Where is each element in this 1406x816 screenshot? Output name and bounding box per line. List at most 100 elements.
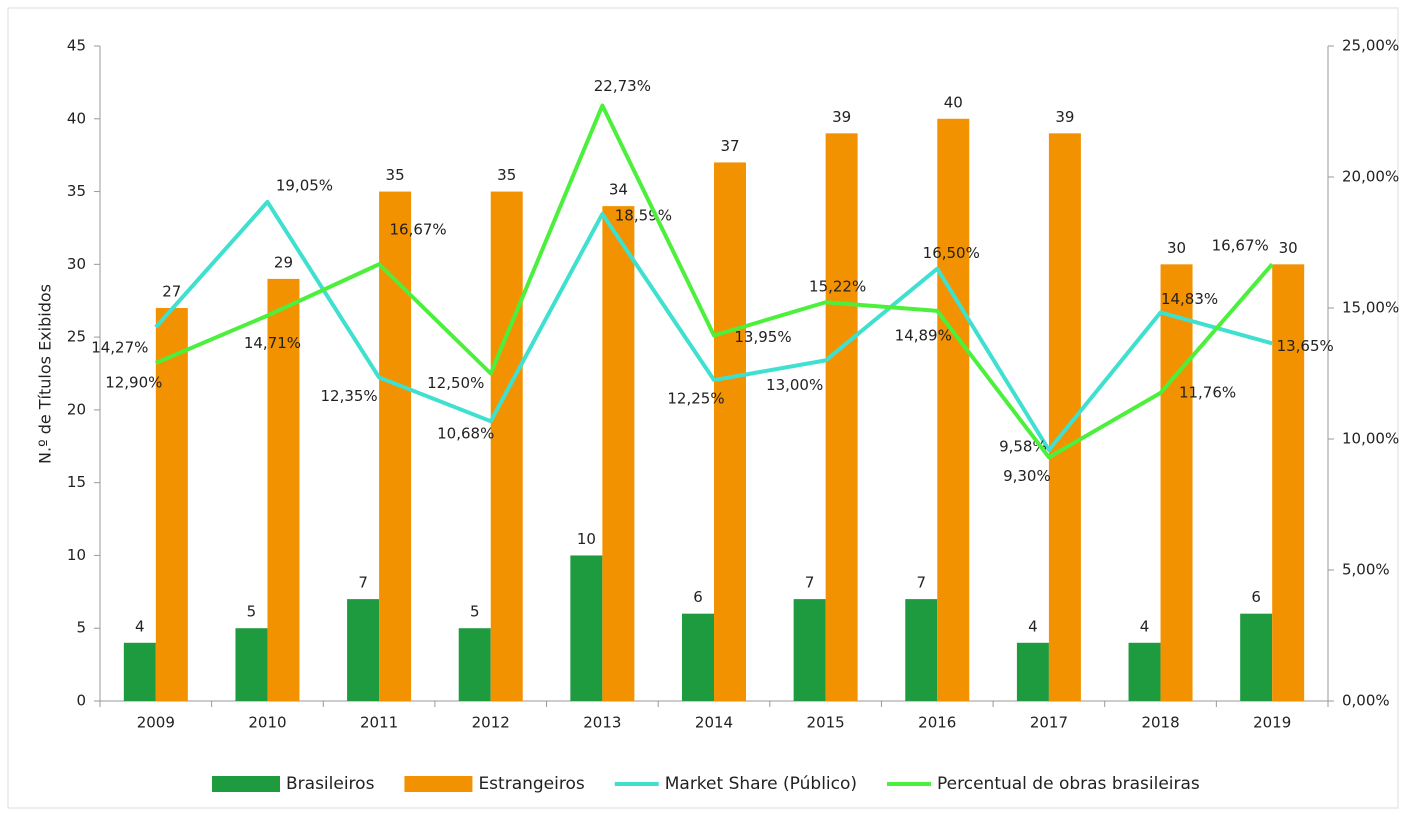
line-value-label: 15,22% <box>809 278 866 296</box>
bar-value-label: 6 <box>1251 588 1261 606</box>
line-value-label: 10,68% <box>437 425 494 443</box>
y-tick-label: 45 <box>67 37 86 55</box>
bar <box>602 206 635 701</box>
legend-swatch <box>404 776 473 792</box>
y-tick-label: 0 <box>76 692 86 710</box>
y-tick-label: 20 <box>67 400 86 418</box>
line-value-label: 14,27% <box>91 339 148 357</box>
line-value-label: 13,65% <box>1277 337 1334 355</box>
y2-tick-label: 15,00% <box>1342 299 1399 317</box>
line-value-label: 14,89% <box>895 326 952 344</box>
y-tick-label: 25 <box>67 328 86 346</box>
legend-label: Market Share (Público) <box>665 774 857 794</box>
x-tick-label: 2009 <box>137 714 175 732</box>
bar <box>379 191 412 702</box>
x-tick-label: 2014 <box>695 714 733 732</box>
bar-value-label: 34 <box>609 181 628 199</box>
bar-value-label: 40 <box>944 93 963 111</box>
line-value-label: 14,71% <box>244 334 301 352</box>
bar-value-label: 30 <box>1279 239 1298 257</box>
x-tick-label: 2012 <box>472 714 510 732</box>
line-value-label: 18,59% <box>615 206 672 224</box>
line-value-label: 12,25% <box>667 390 724 408</box>
bar-value-label: 37 <box>720 137 739 155</box>
line-value-label: 13,95% <box>734 328 791 346</box>
bar-value-label: 39 <box>832 108 851 126</box>
bar <box>682 613 714 701</box>
bar-value-label: 7 <box>805 574 815 592</box>
bar <box>235 628 268 701</box>
bar-value-label: 4 <box>1028 617 1038 635</box>
line <box>154 199 1273 453</box>
bar-value-label: 27 <box>162 283 181 301</box>
bar-value-label: 29 <box>274 253 293 271</box>
bar-value-label: 7 <box>916 574 926 592</box>
line-value-label: 14,83% <box>1161 290 1218 308</box>
line-value-label: 16,67% <box>1212 237 1269 255</box>
y2-tick-label: 20,00% <box>1342 168 1399 186</box>
line-value-label: 16,67% <box>389 221 446 239</box>
y2-tick-label: 0,00% <box>1342 692 1390 710</box>
bar <box>793 599 826 701</box>
bar <box>490 191 523 702</box>
line-value-label: 12,50% <box>427 374 484 392</box>
x-tick-label: 2011 <box>360 714 398 732</box>
frame <box>7 7 1399 809</box>
y2-tick-label: 25,00% <box>1342 37 1399 55</box>
bar-value-label: 10 <box>577 530 596 548</box>
bar-value-label: 4 <box>1140 617 1150 635</box>
x-tick-label: 2013 <box>583 714 621 732</box>
line <box>155 103 1274 460</box>
line-value-label: 9,30% <box>1003 467 1051 485</box>
bar <box>714 162 746 701</box>
bar <box>458 628 491 701</box>
bar <box>123 642 156 701</box>
bar-value-label: 7 <box>358 574 368 592</box>
y-axis-label: N.º de Títulos Exibidos <box>36 284 55 464</box>
bar <box>1160 264 1193 701</box>
y-tick-label: 35 <box>67 182 86 200</box>
x-tick-label: 2018 <box>1141 714 1179 732</box>
bar <box>825 133 858 702</box>
bar <box>347 599 380 701</box>
legend-label: Percentual de obras brasileiras <box>937 774 1200 794</box>
x-tick-label: 2019 <box>1253 714 1291 732</box>
bar-value-label: 4 <box>135 617 145 635</box>
bar <box>1272 264 1305 701</box>
bar <box>155 308 188 701</box>
bar <box>1240 613 1273 701</box>
line-value-label: 13,00% <box>766 376 823 394</box>
bar <box>905 599 938 701</box>
bar-value-label: 6 <box>693 588 703 606</box>
y2-tick-label: 5,00% <box>1342 561 1390 579</box>
bar-value-label: 39 <box>1055 108 1074 126</box>
bar <box>937 118 970 702</box>
bar <box>267 278 300 701</box>
y-tick-label: 40 <box>67 109 86 127</box>
line-value-label: 16,50% <box>923 244 980 262</box>
y-tick-label: 15 <box>67 473 86 491</box>
bar <box>1016 642 1049 701</box>
legend-swatch <box>212 776 280 792</box>
line-value-label: 11,76% <box>1179 383 1236 401</box>
y-tick-label: 5 <box>76 619 86 637</box>
bar-value-label: 35 <box>497 166 516 184</box>
legend-label: Estrangeiros <box>478 774 584 794</box>
x-tick-label: 2015 <box>807 714 845 732</box>
y-tick-label: 10 <box>67 546 86 564</box>
x-tick-label: 2010 <box>248 714 286 732</box>
x-tick-label: 2016 <box>918 714 956 732</box>
x-tick-label: 2017 <box>1030 714 1068 732</box>
y2-tick-label: 10,00% <box>1342 430 1399 448</box>
y-tick-label: 30 <box>67 255 86 273</box>
bar <box>1128 642 1161 701</box>
legend-label: Brasileiros <box>286 774 375 794</box>
bar-value-label: 35 <box>386 166 405 184</box>
line-value-label: 19,05% <box>276 176 333 194</box>
bar-value-label: 30 <box>1167 239 1186 257</box>
bar-value-label: 5 <box>470 603 480 621</box>
line-value-label: 12,35% <box>320 387 377 405</box>
bar-value-label: 5 <box>247 603 257 621</box>
bar <box>570 555 603 701</box>
